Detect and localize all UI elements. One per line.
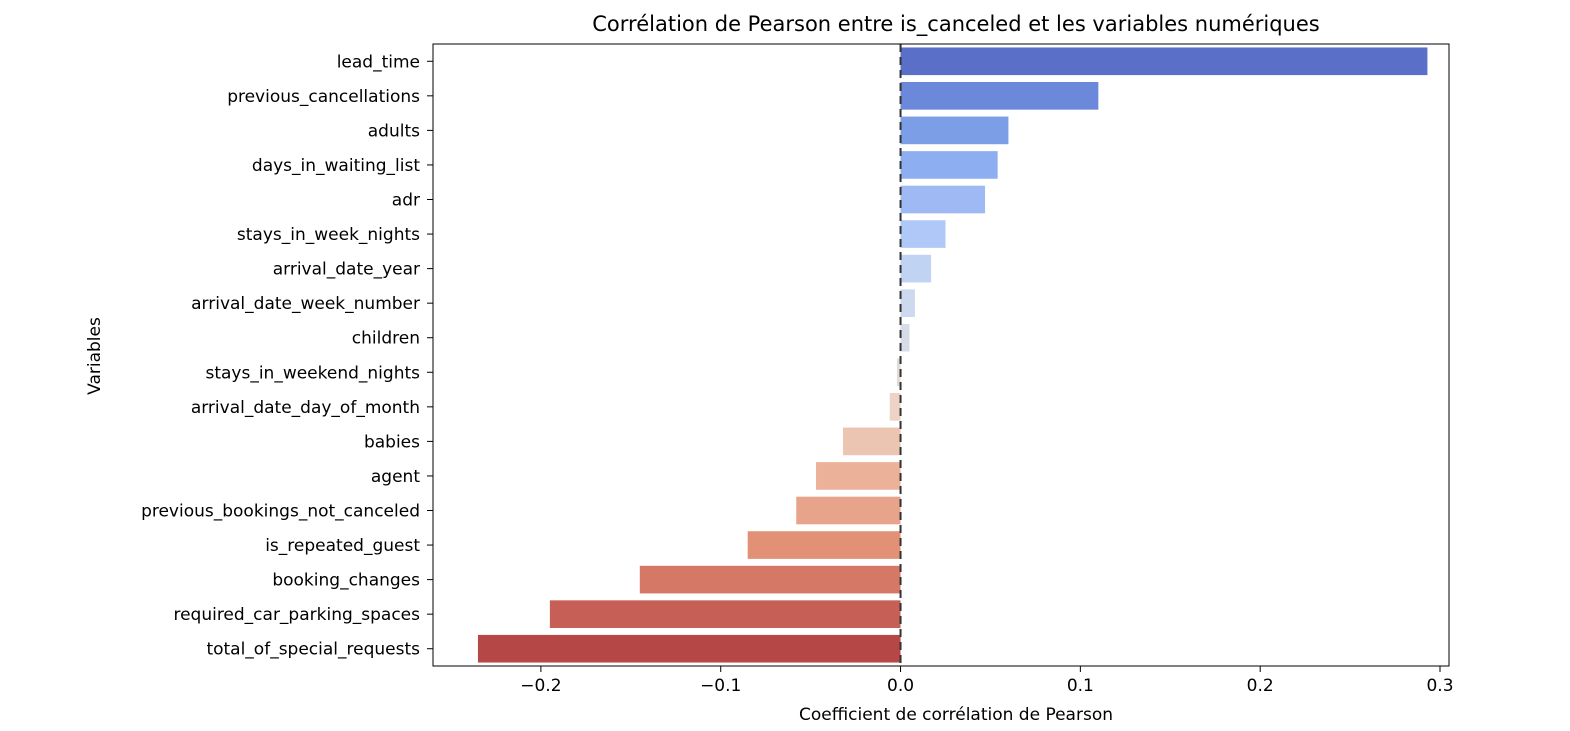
x-axis-label: Coefficient de corrélation de Pearson bbox=[799, 705, 1113, 725]
bar-previous-cancellations bbox=[900, 82, 1099, 110]
y-tick-label-previous-bookings-not-canceled: previous_bookings_not_canceled bbox=[141, 502, 420, 522]
bar-required-car-parking-spaces bbox=[549, 600, 901, 628]
bar-arrival-date-day-of-month bbox=[889, 393, 901, 421]
x-tick-labels: −0.2 −0.1 0.0 0.1 0.2 0.3 bbox=[520, 666, 1454, 696]
x-tick-label: −0.2 bbox=[520, 676, 561, 696]
x-tick-label: 0.2 bbox=[1247, 676, 1274, 696]
bar-lead-time bbox=[900, 47, 1428, 76]
y-tick-label-previous-cancellations: previous_cancellations bbox=[227, 87, 420, 107]
bar-booking-changes bbox=[639, 565, 901, 594]
bar-adults bbox=[900, 116, 1009, 145]
bars-layer bbox=[477, 47, 1428, 663]
y-tick-label-adults: adults bbox=[368, 121, 420, 141]
y-tick-label-arrival-date-week-number: arrival_date_week_number bbox=[191, 294, 420, 314]
bar-total-of-special-requests bbox=[477, 634, 901, 663]
y-tick-label-lead-time: lead_time bbox=[337, 52, 420, 72]
y-tick-label-adr: adr bbox=[392, 191, 420, 211]
bar-stays-in-weekend-nights bbox=[896, 358, 901, 387]
y-tick-label-babies: babies bbox=[364, 432, 420, 452]
bar-arrival-date-week-number bbox=[900, 289, 915, 317]
y-tick-label-stays-in-weekend-nights: stays_in_weekend_nights bbox=[205, 363, 420, 383]
bar-previous-bookings-not-canceled bbox=[796, 496, 901, 525]
bar-stays-in-week-nights bbox=[900, 220, 946, 248]
y-tick-label-arrival-date-day-of-month: arrival_date_day_of_month bbox=[191, 398, 420, 418]
y-tick-label-total-of-special-requests: total_of_special_requests bbox=[206, 640, 420, 660]
y-tick-label-agent: agent bbox=[371, 467, 420, 487]
x-tick-label: −0.1 bbox=[700, 676, 741, 696]
x-tick-label: 0.0 bbox=[887, 676, 914, 696]
y-tick-label-days-in-waiting-list: days_in_waiting_list bbox=[252, 156, 420, 176]
bar-days-in-waiting-list bbox=[900, 151, 998, 179]
y-tick-label-children: children bbox=[352, 329, 420, 349]
bar-children bbox=[900, 323, 910, 352]
bar-agent bbox=[816, 462, 901, 490]
y-tick-label-stays-in-week-nights: stays_in_week_nights bbox=[237, 225, 420, 245]
y-tick-label-is-repeated-guest: is_repeated_guest bbox=[265, 536, 420, 556]
y-tick-label-arrival-date-year: arrival_date_year bbox=[273, 260, 420, 280]
x-tick-label: 0.1 bbox=[1067, 676, 1094, 696]
chart-title: Corrélation de Pearson entre is_canceled… bbox=[592, 12, 1319, 37]
bar-is-repeated-guest bbox=[747, 531, 901, 559]
bar-babies bbox=[843, 427, 901, 456]
y-tick-label-booking-changes: booking_changes bbox=[272, 571, 420, 591]
bar-adr bbox=[900, 185, 986, 214]
plot-frame bbox=[432, 43, 1450, 667]
bar-arrival-date-year bbox=[900, 254, 932, 283]
y-tick-label-required-car-parking-spaces: required_car_parking_spaces bbox=[173, 605, 420, 625]
x-tick-label: 0.3 bbox=[1426, 676, 1453, 696]
y-axis-label: Variables bbox=[85, 317, 105, 395]
